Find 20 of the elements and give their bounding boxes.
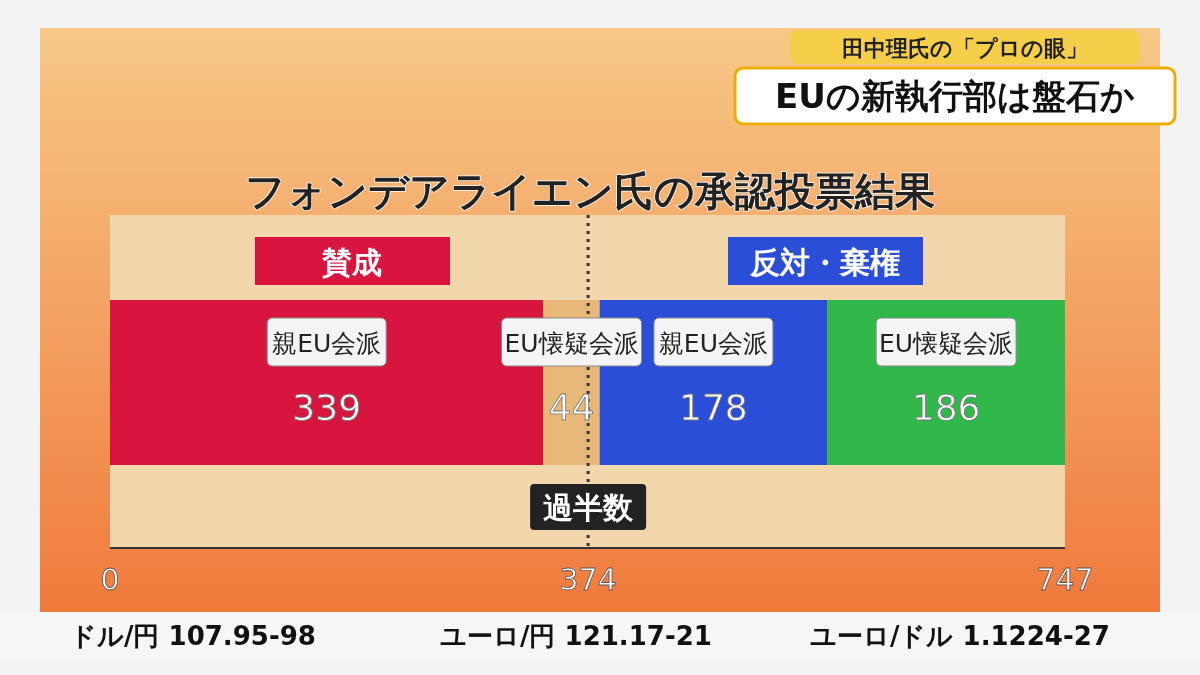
data-label: 178 [679, 387, 748, 428]
x-tick-label: 0 [100, 562, 120, 597]
ref-line-label: 過半数 [543, 490, 635, 525]
text: ユーロ/ドル 1.1224-27 [810, 621, 1110, 651]
text: ユーロ/円 121.17-21 [440, 621, 712, 651]
text: 田中理氏の「プロの眼」 [842, 36, 1088, 61]
x-tick-label: 374 [559, 562, 617, 597]
data-label: 44 [548, 387, 595, 428]
chart-title: フォンデアライエン氏の承認投票結果 [245, 168, 935, 214]
series-label: 親EU会派 [658, 329, 768, 358]
series-label: EU懐疑会派 [879, 329, 1014, 358]
series-label: 親EU会派 [272, 329, 382, 358]
text: ドル/円 107.95-98 [70, 621, 316, 651]
text: EUの新執行部は盤石か [775, 76, 1135, 116]
text: 賛成 [321, 245, 382, 280]
data-label: 186 [911, 387, 981, 428]
data-label: 339 [292, 387, 362, 428]
text: 反対・棄権 [749, 245, 900, 280]
x-tick-label: 747 [1036, 562, 1094, 597]
series-label: EU懐疑会派 [504, 329, 639, 358]
